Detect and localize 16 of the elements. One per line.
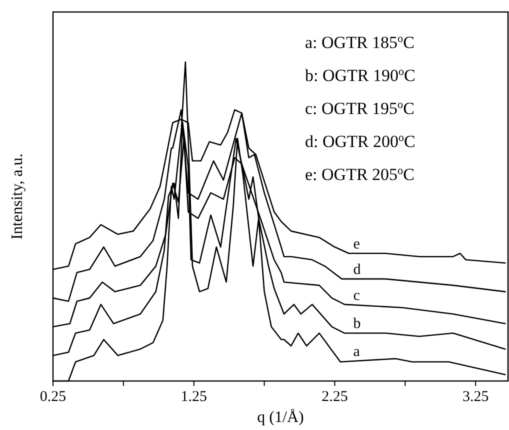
series-label: b [353, 316, 361, 332]
x-tick-label: 0.25 [40, 389, 66, 405]
text: a: OGTR 185$^{o}$C [305, 33, 414, 52]
y-axis-title: Intensity, a.u. [9, 153, 26, 240]
annotation: c: OGTR 195$^{o}$C [305, 99, 414, 118]
x-tick-label: 1.25 [180, 389, 207, 405]
series-label: c [353, 288, 360, 304]
annotation: e: OGTR 205$^{o}$C [305, 165, 414, 184]
x-tick-label: 2.25 [322, 389, 348, 405]
x-tick-label: 3.25 [462, 389, 489, 405]
annotation: d: OGTR 200$^{o}$C [305, 132, 416, 151]
series-label: a [353, 344, 360, 360]
series-label: e [353, 236, 360, 252]
series-label: d [353, 262, 362, 278]
annotation: b: OGTR 190$^{o}$C [305, 66, 416, 85]
x-axis-title: q (1/Å) [257, 408, 304, 426]
